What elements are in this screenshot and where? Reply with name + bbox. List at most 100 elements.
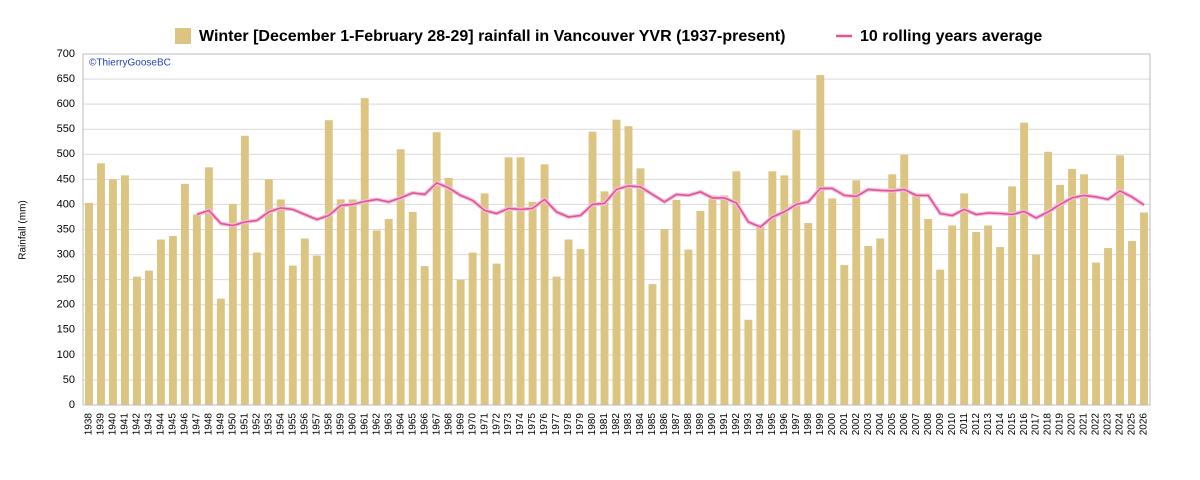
bar — [444, 177, 453, 405]
x-tick-label: 1958 — [323, 413, 334, 436]
bar — [468, 252, 477, 405]
x-tick-label: 1963 — [383, 413, 394, 436]
bar — [372, 230, 381, 405]
bar — [180, 183, 189, 405]
bar — [228, 203, 237, 405]
bar — [1104, 248, 1112, 405]
x-tick-label: 2004 — [875, 413, 886, 436]
x-tick-label: 1971 — [479, 413, 490, 436]
bar — [756, 226, 765, 405]
x-tick-label: 2005 — [887, 413, 898, 436]
x-tick-label: 1943 — [144, 413, 155, 436]
x-tick-label: 1966 — [419, 413, 430, 436]
x-tick-label: 2026 — [1139, 413, 1150, 436]
x-tick-label: 1999 — [815, 413, 826, 436]
bar — [156, 239, 165, 405]
plot-frame — [82, 53, 1151, 406]
bar — [960, 193, 969, 405]
x-tick-label: 1946 — [180, 413, 191, 436]
bar — [888, 174, 897, 405]
x-tick-label: 2013 — [983, 413, 994, 436]
bar — [924, 218, 933, 405]
x-tick-label: 1990 — [707, 413, 718, 436]
x-tick-label: 2007 — [911, 413, 922, 436]
x-tick-label: 1972 — [491, 413, 502, 436]
bar — [97, 163, 105, 405]
bar — [1140, 212, 1148, 405]
bar — [876, 238, 885, 405]
y-tick-label: 100 — [57, 349, 75, 361]
x-tick-label: 1982 — [611, 413, 622, 436]
y-tick-label: 500 — [57, 148, 75, 160]
x-tick-label: 1959 — [335, 413, 346, 436]
bar — [121, 175, 129, 405]
x-tick-label: 1991 — [719, 413, 730, 436]
bar — [996, 247, 1005, 405]
x-tick-label: 1956 — [299, 413, 310, 436]
x-tick-label: 1985 — [647, 413, 658, 436]
y-tick-label: 550 — [57, 123, 75, 135]
bar — [828, 198, 837, 405]
y-tick-label: 50 — [63, 374, 75, 386]
bar — [948, 225, 957, 405]
x-tick-label: 2012 — [971, 413, 982, 436]
bar — [612, 119, 621, 406]
bar — [132, 276, 141, 405]
y-tick-label: 650 — [57, 73, 75, 85]
x-tick-label: 2001 — [839, 413, 850, 436]
bar — [768, 171, 777, 405]
bar — [672, 199, 681, 405]
x-tick-label: 2017 — [1031, 413, 1042, 436]
y-tick-label: 0 — [69, 399, 75, 411]
x-tick-label: 2006 — [899, 413, 910, 436]
x-tick-label: 2022 — [1091, 413, 1102, 436]
y-tick-label: 600 — [57, 98, 75, 110]
x-tick-label: 1948 — [204, 413, 215, 436]
bar — [324, 120, 333, 405]
bar — [85, 202, 93, 405]
x-tick-label: 1975 — [527, 413, 538, 436]
x-tick-label: 2008 — [923, 413, 934, 436]
bar — [912, 194, 921, 405]
x-tick-label: 1996 — [779, 413, 790, 436]
x-tick-label: 1978 — [563, 413, 574, 436]
bar — [1116, 155, 1124, 405]
bar — [516, 157, 525, 405]
bar — [708, 195, 717, 405]
bar — [492, 263, 501, 405]
bar — [600, 191, 609, 405]
x-tick-label: 2010 — [947, 413, 958, 436]
y-tick-label: 200 — [57, 299, 75, 311]
x-tick-label: 1973 — [503, 413, 514, 436]
bar — [1128, 241, 1136, 405]
bar — [540, 164, 549, 405]
bar — [732, 171, 741, 405]
legend-label: Winter [December 1-February 28-29] rainf… — [199, 28, 785, 45]
x-tick-label: 1997 — [791, 413, 802, 436]
x-tick-label: 2016 — [1019, 413, 1030, 436]
bar — [840, 265, 849, 405]
x-tick-label: 1986 — [659, 413, 670, 436]
bar — [456, 279, 465, 405]
bar — [804, 222, 813, 405]
x-tick-label: 1976 — [539, 413, 550, 436]
bar — [744, 319, 753, 405]
x-tick-label: 2018 — [1043, 413, 1054, 436]
bar — [624, 126, 633, 405]
x-tick-label: 1944 — [156, 413, 167, 436]
x-tick-label: 2024 — [1115, 413, 1126, 436]
bar — [432, 132, 441, 406]
x-tick-label: 1998 — [803, 413, 814, 436]
bar — [900, 154, 909, 405]
bar — [288, 265, 297, 405]
x-tick-label: 2025 — [1127, 413, 1138, 436]
x-tick-label: 1947 — [192, 413, 203, 436]
y-tick-label: 400 — [57, 198, 75, 210]
x-tick-label: 1962 — [371, 413, 382, 436]
bar — [588, 131, 597, 405]
credit: ©ThierryGooseBC — [89, 58, 171, 69]
bar — [1032, 254, 1041, 405]
bar — [984, 225, 993, 405]
x-tick-label: 1957 — [311, 413, 322, 436]
x-tick-label: 2019 — [1055, 413, 1066, 436]
